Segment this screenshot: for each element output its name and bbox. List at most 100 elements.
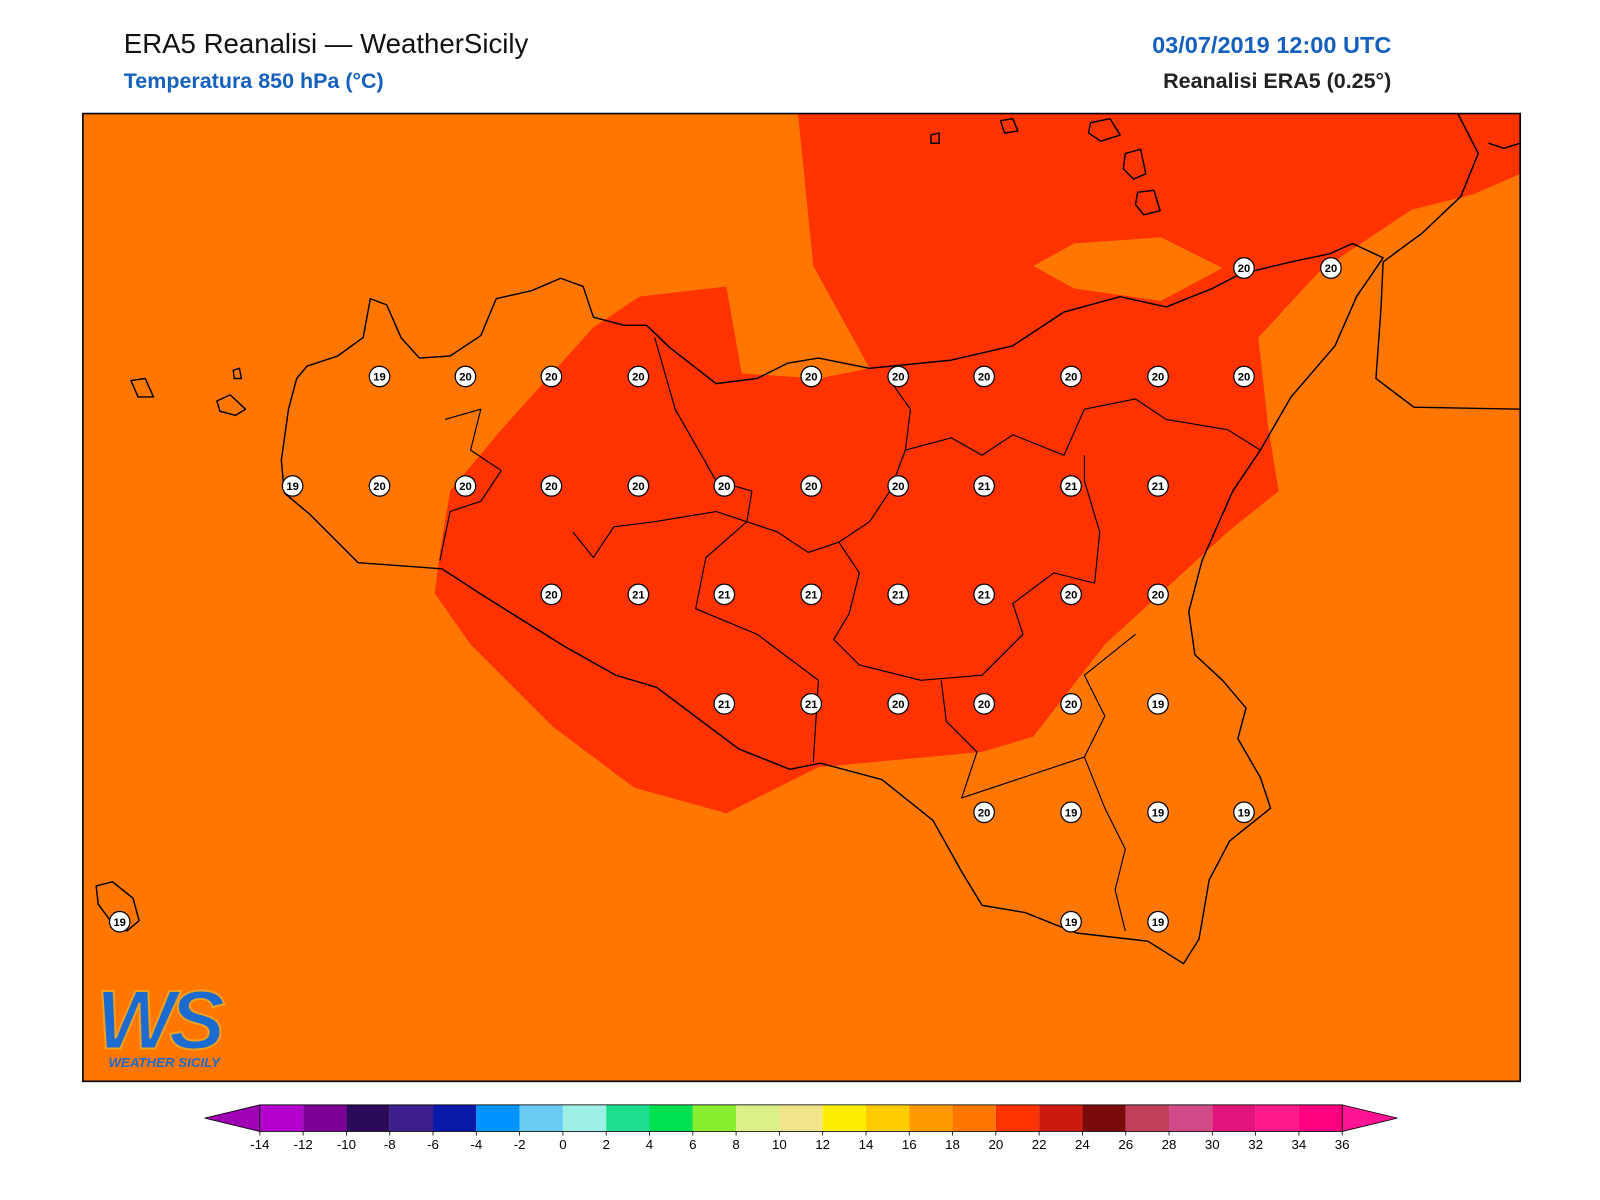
colorbar-tick-label: -2 xyxy=(514,1137,526,1152)
station-value: 20 xyxy=(1065,589,1078,601)
station-value: 20 xyxy=(892,481,905,493)
station-value: 20 xyxy=(805,481,818,493)
logo: WS WEATHER SICILY xyxy=(95,972,232,1070)
colorbar-frame xyxy=(259,1104,1343,1132)
colorbar-tick-label: 16 xyxy=(902,1137,917,1152)
colorbar-tick-label: -4 xyxy=(470,1137,482,1152)
station-value: 20 xyxy=(1325,263,1338,275)
colorbar-tick-label: 14 xyxy=(859,1137,874,1152)
colorbar-box xyxy=(865,1104,910,1132)
station-marker xyxy=(1147,365,1169,388)
colorbar-tick-label: 2 xyxy=(603,1137,610,1152)
colorbar-box xyxy=(736,1104,780,1132)
island xyxy=(130,377,155,398)
field-20-22 xyxy=(434,113,1521,814)
station-marker xyxy=(713,692,736,715)
station-value: 20 xyxy=(373,481,386,493)
colorbar-tick-label: 22 xyxy=(1032,1137,1047,1152)
station-marker xyxy=(1147,475,1169,497)
station-marker xyxy=(800,365,823,388)
island xyxy=(999,117,1019,134)
colorbar-box xyxy=(346,1104,390,1132)
station-marker xyxy=(540,365,563,388)
colorbar-box xyxy=(692,1104,737,1132)
station-marker xyxy=(800,475,823,497)
coastline xyxy=(280,242,1384,965)
station-value: 21 xyxy=(805,589,818,601)
station-marker xyxy=(973,365,995,388)
station-value: 21 xyxy=(978,589,991,601)
colorbar-box xyxy=(519,1104,563,1132)
station-value: 20 xyxy=(1238,263,1251,275)
datetime: 03/07/2019 12:00 UTC xyxy=(1152,32,1391,58)
station-marker xyxy=(627,365,650,388)
subtitle: Temperatura 850 hPa (°C) xyxy=(124,69,384,93)
station-marker xyxy=(281,475,304,497)
island xyxy=(1122,148,1147,180)
calabria-coast xyxy=(1375,113,1521,410)
station-marker xyxy=(1233,801,1255,824)
station-value: 21 xyxy=(1065,481,1078,493)
station-value: 20 xyxy=(1065,699,1078,711)
station-marker xyxy=(973,692,995,715)
colorbar-box xyxy=(606,1104,650,1132)
colorbar-box xyxy=(1298,1104,1343,1132)
station-marker xyxy=(887,475,910,497)
station-marker xyxy=(540,583,563,606)
station-marker xyxy=(1147,692,1169,715)
colorbar-tick-label: 18 xyxy=(945,1137,960,1152)
station-value: 19 xyxy=(286,481,299,493)
station-marker xyxy=(368,475,391,497)
station-value: 20 xyxy=(459,481,472,493)
station-value: 21 xyxy=(718,589,731,601)
colorbar-box xyxy=(995,1104,1040,1132)
colorbar-tick-label: -14 xyxy=(250,1137,269,1152)
station-value: 20 xyxy=(459,372,472,384)
station-value: 20 xyxy=(978,372,991,384)
station-value: 20 xyxy=(632,481,645,493)
station-marker xyxy=(108,910,131,933)
island xyxy=(1087,117,1121,142)
colorbar-tick-label: -6 xyxy=(427,1137,439,1152)
island xyxy=(1134,189,1161,216)
station-marker xyxy=(887,365,910,388)
station-marker xyxy=(973,475,995,497)
colorbar-under xyxy=(204,1104,261,1132)
colorbar-box xyxy=(649,1104,693,1132)
station-marker xyxy=(1233,365,1255,388)
colorbar-tick-label: -8 xyxy=(384,1137,396,1152)
colorbar-tick-label: 26 xyxy=(1118,1137,1133,1152)
station-value: 20 xyxy=(978,807,991,819)
station-value: 21 xyxy=(892,589,905,601)
colorbar-box xyxy=(952,1104,996,1132)
station-marker xyxy=(454,475,477,497)
colorbar-tick-label: -10 xyxy=(337,1137,356,1152)
station-marker xyxy=(973,801,995,824)
map-frame xyxy=(82,112,1522,1083)
station-marker xyxy=(713,583,736,606)
station-marker xyxy=(973,583,995,606)
colorbar-tick-label: 34 xyxy=(1292,1137,1307,1152)
calabria-coast xyxy=(1488,142,1521,150)
station-value: 20 xyxy=(718,481,731,493)
station-value: 21 xyxy=(978,481,991,493)
source: Reanalisi ERA5 (0.25°) xyxy=(1163,69,1391,93)
station-marker xyxy=(454,365,477,388)
colorbar: -14 -12 -10 -8 -6 -4 -2 0 2 4 6 8 10 12 14 16 18 20 22 24 26… xyxy=(204,1104,1398,1152)
colorbar-box xyxy=(1169,1104,1213,1132)
colorbar-box xyxy=(1212,1104,1256,1132)
colorbar-tick-label: -12 xyxy=(294,1137,313,1152)
station-marker xyxy=(1233,257,1255,279)
colorbar-box xyxy=(1082,1104,1126,1132)
colorbar-tick-label: 24 xyxy=(1075,1137,1090,1152)
station-labels: 20 20 19 20 20 20 20 20 20 20 20 20 19 20 20 20 20 20 20 20… xyxy=(108,257,1342,933)
station-value: 20 xyxy=(1152,372,1165,384)
colorbar-tick-label: 6 xyxy=(689,1137,696,1152)
station-value: 19 xyxy=(1065,917,1078,929)
station-value: 19 xyxy=(1238,807,1251,819)
station-marker xyxy=(1147,801,1169,824)
station-marker xyxy=(800,583,823,606)
field-18-20 xyxy=(1033,237,1223,301)
station-value: 21 xyxy=(632,589,645,601)
